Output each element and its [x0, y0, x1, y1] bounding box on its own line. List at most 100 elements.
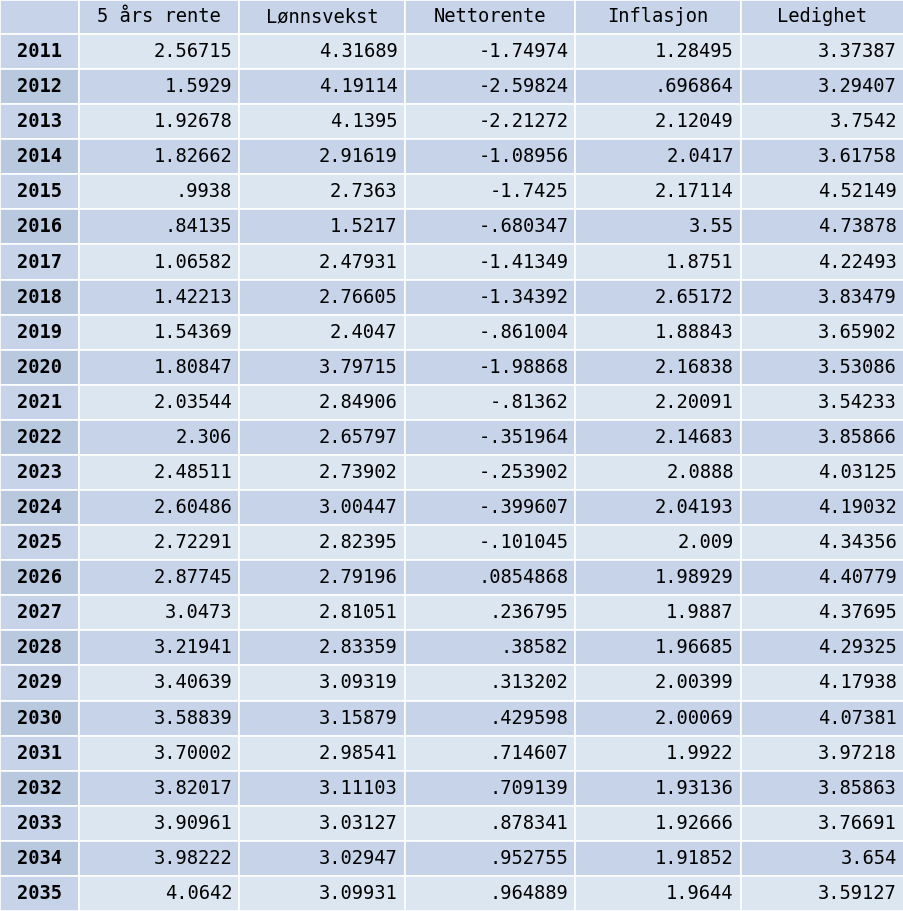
Text: 4.52149: 4.52149: [817, 182, 896, 201]
Bar: [0, 771, 79, 805]
Text: 2.03544: 2.03544: [154, 393, 232, 412]
Bar: [405, 104, 574, 139]
Text: 2.04193: 2.04193: [654, 498, 733, 517]
Text: 2.009: 2.009: [676, 533, 733, 552]
Bar: [0, 69, 79, 104]
Bar: [574, 735, 740, 771]
Bar: [740, 805, 903, 841]
Text: 1.5217: 1.5217: [330, 218, 397, 237]
Text: 2027: 2027: [17, 603, 62, 622]
Text: 4.0642: 4.0642: [164, 884, 232, 903]
Text: 2030: 2030: [17, 709, 62, 728]
Bar: [740, 875, 903, 911]
Text: 4.19114: 4.19114: [319, 77, 397, 97]
Bar: [239, 104, 405, 139]
Bar: [740, 244, 903, 280]
Text: 2029: 2029: [17, 673, 62, 692]
Text: .38582: .38582: [500, 639, 568, 658]
Bar: [0, 805, 79, 841]
Text: 3.65902: 3.65902: [817, 322, 896, 342]
Bar: [79, 104, 239, 139]
Bar: [239, 735, 405, 771]
Bar: [405, 350, 574, 384]
Text: .236795: .236795: [489, 603, 568, 622]
Bar: [79, 525, 239, 560]
Bar: [740, 34, 903, 69]
Text: -1.41349: -1.41349: [478, 252, 568, 271]
Bar: [239, 875, 405, 911]
Text: 2.306: 2.306: [176, 428, 232, 447]
Bar: [239, 525, 405, 560]
Bar: [405, 139, 574, 174]
Bar: [239, 0, 405, 34]
Bar: [0, 34, 79, 69]
Text: 1.91852: 1.91852: [654, 849, 733, 868]
Bar: [574, 139, 740, 174]
Bar: [79, 174, 239, 210]
Text: 2.12049: 2.12049: [654, 112, 733, 131]
Bar: [79, 701, 239, 735]
Text: -2.59824: -2.59824: [478, 77, 568, 97]
Bar: [405, 244, 574, 280]
Bar: [574, 69, 740, 104]
Text: 2011: 2011: [17, 42, 62, 61]
Bar: [0, 665, 79, 701]
Bar: [574, 0, 740, 34]
Text: -.861004: -.861004: [478, 322, 568, 342]
Bar: [740, 104, 903, 139]
Bar: [79, 841, 239, 875]
Text: 3.7542: 3.7542: [829, 112, 896, 131]
Bar: [740, 841, 903, 875]
Bar: [405, 701, 574, 735]
Text: 3.76691: 3.76691: [817, 814, 896, 833]
Text: 2.00069: 2.00069: [654, 709, 733, 728]
Text: 3.59127: 3.59127: [817, 884, 896, 903]
Text: 2.87745: 2.87745: [154, 568, 232, 588]
Bar: [574, 384, 740, 420]
Text: 1.9887: 1.9887: [666, 603, 733, 622]
Bar: [0, 350, 79, 384]
Text: .878341: .878341: [489, 814, 568, 833]
Text: 3.55: 3.55: [688, 218, 733, 237]
Text: 4.22493: 4.22493: [817, 252, 896, 271]
Bar: [239, 630, 405, 665]
Text: 4.31689: 4.31689: [319, 42, 397, 61]
Bar: [574, 174, 740, 210]
Bar: [0, 735, 79, 771]
Bar: [574, 314, 740, 350]
Text: 2022: 2022: [17, 428, 62, 447]
Bar: [79, 805, 239, 841]
Text: -2.21272: -2.21272: [478, 112, 568, 131]
Bar: [239, 595, 405, 630]
Text: 2025: 2025: [17, 533, 62, 552]
Bar: [0, 210, 79, 244]
Bar: [405, 771, 574, 805]
Bar: [239, 841, 405, 875]
Text: 2026: 2026: [17, 568, 62, 588]
Text: 2.0417: 2.0417: [666, 148, 733, 167]
Bar: [574, 630, 740, 665]
Text: 2016: 2016: [17, 218, 62, 237]
Text: 4.29325: 4.29325: [817, 639, 896, 658]
Text: -1.74974: -1.74974: [478, 42, 568, 61]
Text: 5 års rente: 5 års rente: [98, 7, 220, 26]
Text: 3.00447: 3.00447: [319, 498, 397, 517]
Bar: [79, 630, 239, 665]
Text: 1.9922: 1.9922: [666, 743, 733, 763]
Bar: [740, 210, 903, 244]
Text: -.399607: -.399607: [478, 498, 568, 517]
Text: 1.5929: 1.5929: [164, 77, 232, 97]
Bar: [740, 350, 903, 384]
Text: 2017: 2017: [17, 252, 62, 271]
Bar: [574, 771, 740, 805]
Text: .696864: .696864: [654, 77, 733, 97]
Text: 4.07381: 4.07381: [817, 709, 896, 728]
Bar: [574, 455, 740, 490]
Text: 2.76605: 2.76605: [319, 288, 397, 307]
Text: Nettorente: Nettorente: [433, 7, 545, 26]
Bar: [0, 490, 79, 525]
Bar: [239, 701, 405, 735]
Bar: [239, 665, 405, 701]
Bar: [405, 595, 574, 630]
Text: -.253902: -.253902: [478, 463, 568, 482]
